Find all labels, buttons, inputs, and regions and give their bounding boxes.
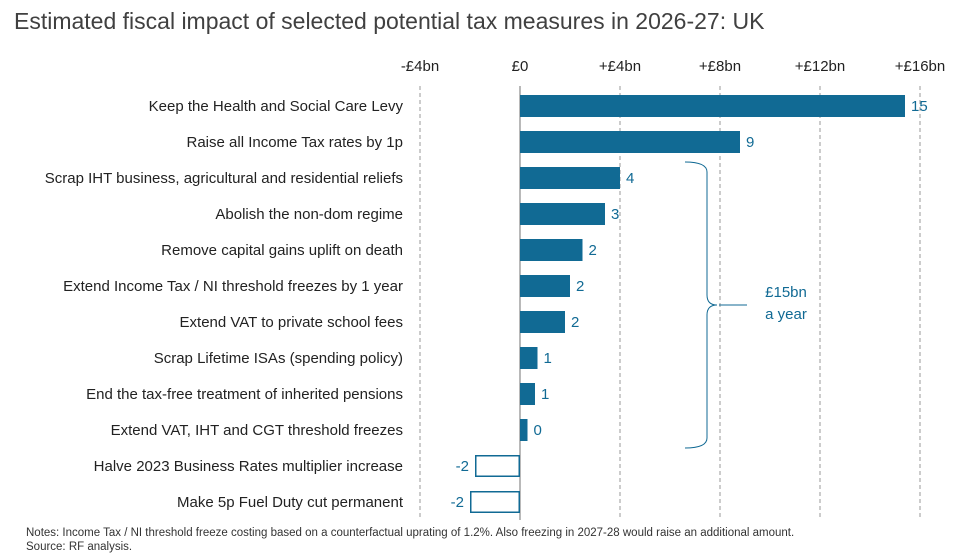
category-label: Keep the Health and Social Care Levy: [149, 98, 404, 115]
category-label: Extend Income Tax / NI threshold freezes…: [63, 278, 403, 295]
bar: [520, 383, 535, 405]
x-tick-label: -£4bn: [401, 58, 439, 75]
data-label: 1: [541, 386, 549, 403]
data-label: 9: [746, 134, 754, 151]
category-label: Halve 2023 Business Rates multiplier inc…: [94, 458, 403, 475]
data-label: -2: [451, 494, 464, 511]
source-line: Source: RF analysis.: [26, 541, 133, 553]
brace: [684, 161, 718, 449]
bar: [520, 167, 620, 189]
data-label: 2: [571, 314, 579, 331]
bar: [520, 131, 740, 153]
bar: [520, 311, 565, 333]
annotation-text: a year: [765, 306, 807, 323]
x-tick-label: £0: [512, 58, 529, 75]
x-axis-ticks: -£4bn £0 +£4bn +£8bn +£12bn +£16bn: [401, 58, 945, 75]
category-label: Extend VAT, IHT and CGT threshold freeze…: [111, 422, 403, 439]
bar: [470, 491, 520, 513]
bar: [520, 275, 570, 297]
data-label: 0: [534, 422, 542, 439]
category-label: Abolish the non-dom regime: [215, 206, 403, 223]
data-label: 15: [911, 98, 928, 115]
data-labels: 15 9 4 3 2 2 2 1 1 0 -2 -2: [451, 98, 928, 511]
bar: [520, 419, 528, 441]
data-label: 1: [544, 350, 552, 367]
annotation-text: £15bn: [765, 284, 807, 301]
bar: [520, 95, 905, 117]
bar: [475, 455, 520, 477]
bar: [520, 203, 605, 225]
notes-line: Notes: Income Tax / NI threshold freeze …: [26, 527, 795, 539]
gridlines: [419, 86, 921, 520]
data-label: -2: [456, 458, 469, 475]
data-label: 3: [611, 206, 619, 223]
x-tick-label: +£8bn: [699, 58, 741, 75]
category-label: End the tax-free treatment of inherited …: [86, 386, 403, 403]
bars: [470, 95, 905, 513]
category-label: Extend VAT to private school fees: [180, 314, 403, 331]
data-label: 2: [576, 278, 584, 295]
x-tick-label: +£16bn: [895, 58, 945, 75]
annotation: £15bn a year: [684, 161, 807, 449]
data-label: 4: [626, 170, 634, 187]
category-label: Remove capital gains uplift on death: [161, 242, 403, 259]
category-label: Scrap Lifetime ISAs (spending policy): [154, 350, 403, 367]
bar: [520, 239, 583, 261]
chart-title: Estimated fiscal impact of selected pote…: [14, 8, 765, 34]
category-label: Raise all Income Tax rates by 1p: [187, 134, 404, 151]
chart-notes: Notes: Income Tax / NI threshold freeze …: [26, 526, 794, 554]
category-label: Make 5p Fuel Duty cut permanent: [177, 494, 404, 511]
category-label: Scrap IHT business, agricultural and res…: [45, 170, 403, 187]
category-labels: Keep the Health and Social Care Levy Rais…: [45, 98, 404, 511]
bar: [520, 347, 538, 369]
x-tick-label: +£4bn: [599, 58, 641, 75]
x-tick-label: +£12bn: [795, 58, 845, 75]
data-label: 2: [589, 242, 597, 259]
